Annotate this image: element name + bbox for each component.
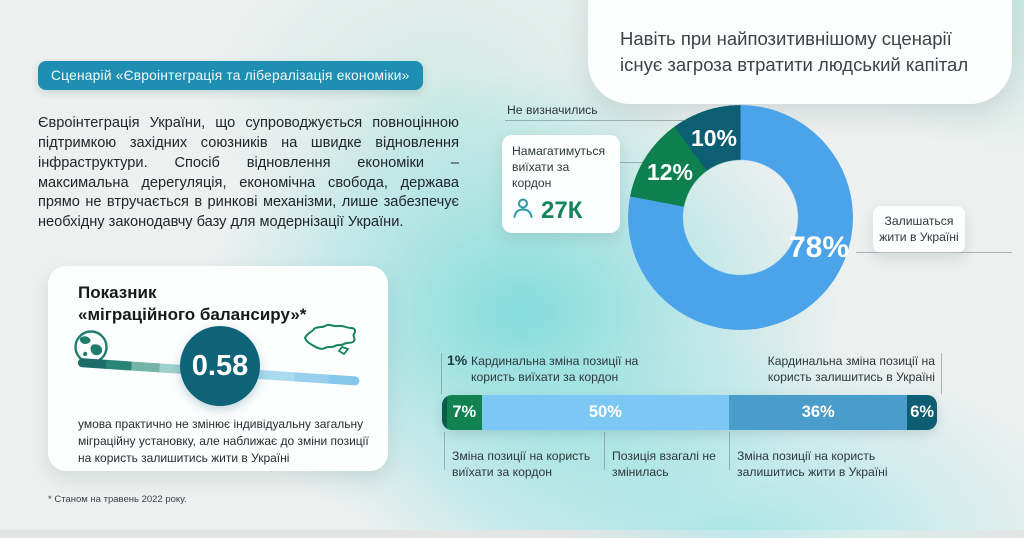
bar-bottomright-line [729,432,730,470]
balance-card-title-line1: Показник [78,283,157,302]
emigrate-callout-text: Намагатимуться виїхати за кордон [512,144,606,190]
donut-value-emigrate: 12% [646,159,694,185]
stay-leader-line [856,252,1012,253]
scenario-description: Євроінтеграція України, що супроводжуєть… [38,115,459,231]
bar-bottomleft-label: Зміна позиції на користь виїхати за корд… [452,449,591,480]
bar-segment-3: 36% [729,395,908,430]
balance-value-circle: 0.58 [180,326,260,406]
bar-topright-label: Кардинальна зміна позиції на користь зал… [767,354,935,385]
bottom-edge-strip [0,530,1024,538]
headline-text: Навіть при найпозитивнішому сценарії існ… [620,28,969,76]
bar-bottommid-line [604,432,605,470]
donut-chart [628,105,853,330]
ukraine-map-icon [300,318,360,365]
donut-value-stay: 78% [788,231,850,264]
bar-segment-4: 6% [907,395,937,430]
stacked-bar: 7% 50% 36% 6% [442,395,937,430]
bar-segment-2: 50% [481,395,730,430]
bar-segment-value: 6% [910,403,935,421]
bar-segment-value: 7% [452,403,477,421]
footnote: * Станом на травень 2022 року. [48,494,187,505]
bar-segment-value: 36% [801,403,835,421]
emigrate-count: 27К [541,196,583,224]
donut-value-undecided: 10% [690,125,738,151]
balance-card-caption: умова практично не змінює індивідуальну … [78,417,369,466]
donut-callout-emigrate-card: Намагатимуться виїхати за кордон 27К [502,135,620,233]
donut-callout-undecided: Не визначились [507,103,598,117]
balance-card-title-line2: «міграційного балансиру»* [78,305,307,325]
bar-topright-line [941,353,942,394]
donut-callout-stay-card: Залишаться жити в Україні [873,206,965,253]
balance-indicator-card: Показник «міграційного балансиру»* 0.58 … [48,266,388,471]
bar-bottomright-label: Зміна позиції на користь залишитись жити… [737,449,888,480]
bar-segment-0 [442,395,447,430]
bar-bottomleft-line [444,432,445,470]
emigrate-leader-line [620,162,643,163]
bar-topleft-label: Кардинальна зміна позиції на користь виї… [471,354,639,385]
bar-topleft-value: 1% [447,352,468,368]
bar-segment-value: 50% [588,403,622,421]
balance-value: 0.58 [191,349,249,382]
bar-topleft-line [441,353,442,394]
scenario-badge: Сценарій «Євроінтеграція та лібералізаці… [38,61,423,90]
undecided-leader-line [505,120,687,121]
person-icon [512,197,534,224]
headline-card: Навіть при найпозитивнішому сценарії існ… [588,0,1012,104]
balance-card-title: Показник «міграційного балансиру»* [78,282,306,326]
bar-segment-1: 7% [446,395,482,430]
bar-bottommid-label: Позиція взагалі не змінилась [612,449,716,480]
